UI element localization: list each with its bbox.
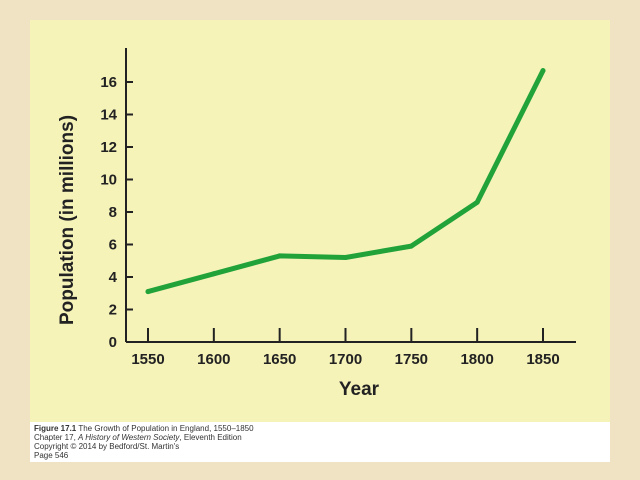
y-tick-label: 2 [109, 302, 117, 319]
figure-title: The Growth of Population in England, 155… [78, 424, 254, 433]
data-point-1850 [540, 68, 546, 74]
y-tick-label: 10 [100, 172, 117, 189]
slide: 0 2 4 6 8 10 12 14 16 1550 1600 1650 1700 1750 1800 18… [30, 20, 610, 462]
data-point-1600 [211, 271, 217, 277]
data-point-1800 [474, 199, 480, 205]
x-axis-title: Year [339, 379, 380, 400]
caption-line-figure: Figure 17.1 The Growth of Population in … [34, 424, 594, 433]
y-tick-label: 14 [100, 107, 117, 124]
figure-caption: Figure 17.1 The Growth of Population in … [34, 424, 594, 460]
data-point-1650 [277, 253, 283, 259]
y-axis-title: Population (in millions) [57, 115, 78, 325]
chapter-prefix: Chapter 17, [34, 433, 76, 442]
data-point-1550 [145, 289, 151, 295]
y-tick-label: 8 [109, 204, 117, 221]
edition: , Eleventh Edition [179, 433, 242, 442]
x-tick-label: 1700 [329, 351, 362, 368]
x-tick-label: 1750 [395, 351, 428, 368]
y-axis-ticks: 0 2 4 6 8 10 12 14 16 [100, 74, 133, 351]
caption-line-page: Page 546 [34, 451, 69, 460]
book-title: A History of Western Society [78, 433, 180, 442]
y-tick-label: 12 [100, 139, 117, 156]
data-points [145, 68, 546, 295]
x-tick-label: 1800 [460, 351, 493, 368]
x-tick-label: 1550 [131, 351, 164, 368]
caption-line-copyright: Copyright © 2014 by Bedford/St. Martin's [34, 442, 180, 451]
x-tick-label: 1600 [197, 351, 230, 368]
plot-area: 0 2 4 6 8 10 12 14 16 1550 1600 1650 1700 1750 1800 18… [30, 20, 610, 422]
caption-line-chapter: Chapter 17, A History of Western Society… [34, 433, 594, 442]
population-line-chart: 0 2 4 6 8 10 12 14 16 1550 1600 1650 1700 1750 1800 18… [57, 48, 576, 400]
data-point-1750 [408, 243, 414, 249]
y-tick-label: 6 [109, 237, 117, 254]
x-tick-label: 1650 [263, 351, 296, 368]
x-axis-ticks: 1550 1600 1650 1700 1750 1800 1850 [131, 328, 560, 368]
y-tick-label: 0 [109, 334, 117, 351]
y-tick-label: 4 [109, 269, 118, 286]
figure-label: Figure 17.1 [34, 424, 77, 433]
x-tick-label: 1850 [526, 351, 559, 368]
y-tick-label: 16 [100, 74, 117, 91]
data-point-1700 [343, 255, 348, 260]
